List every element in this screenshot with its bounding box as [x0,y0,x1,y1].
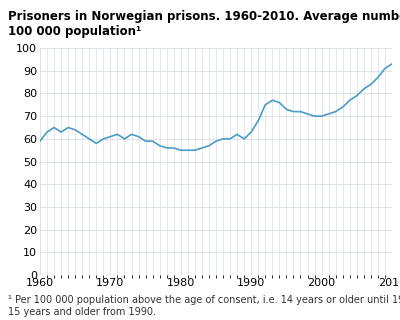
Text: Prisoners in Norwegian prisons. 1960-2010. Average number per
100 000 population: Prisoners in Norwegian prisons. 1960-201… [8,10,400,38]
Text: ¹ Per 100 000 population above the age of consent, i.e. 14 years or older until : ¹ Per 100 000 population above the age o… [8,295,400,317]
